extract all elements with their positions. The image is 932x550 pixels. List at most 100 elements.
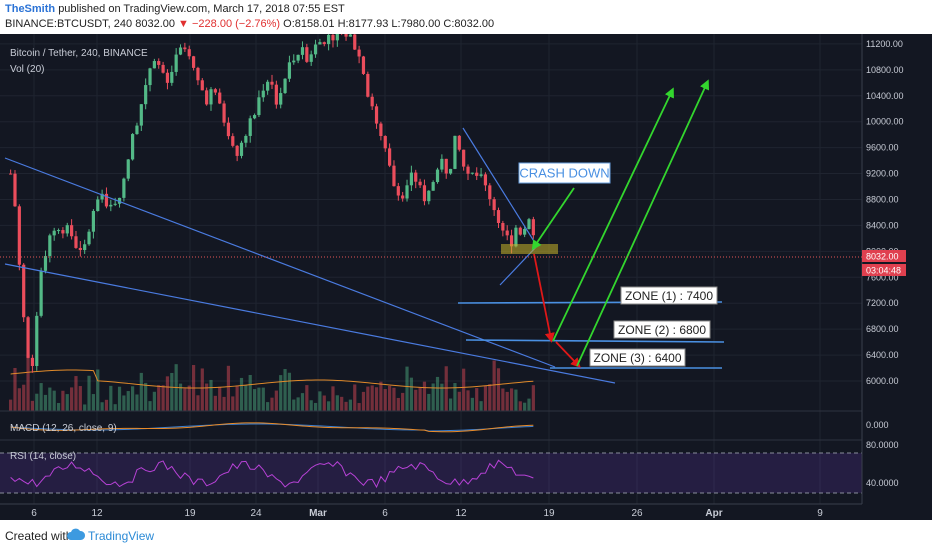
volume-bar <box>213 395 217 411</box>
candle-body <box>448 168 453 174</box>
publish-info: published on TradingView.com, March 17, … <box>58 3 345 15</box>
volume-bars <box>9 355 535 411</box>
candle-body <box>152 61 156 69</box>
volume-bar <box>87 375 91 411</box>
candle-body <box>209 89 213 105</box>
volume-bar <box>435 376 440 411</box>
x-tick-label: 6 <box>31 508 37 519</box>
tradingview-brand[interactable]: TradingView <box>88 529 155 543</box>
green-arrow-2[interactable] <box>576 79 710 367</box>
trendline-lower[interactable] <box>4 263 616 384</box>
volume-bar <box>109 385 113 411</box>
volume-bar <box>401 392 405 411</box>
zone-2-label[interactable]: ZONE (2) : 6800 <box>613 320 711 339</box>
green-arrow-1[interactable] <box>552 87 674 342</box>
volume-bar <box>300 393 305 411</box>
ohlc-values: O:8158.01 H:8177.93 L:7980.00 C:8032.00 <box>283 18 495 30</box>
volume-bar <box>353 384 357 411</box>
volume-bar <box>483 385 488 411</box>
volume-bar <box>222 396 226 411</box>
candle-body <box>91 210 95 232</box>
candle-body <box>35 315 39 367</box>
volume-bar <box>383 389 387 411</box>
crash-down-label[interactable]: CRASH DOWN <box>518 162 611 184</box>
chart-header: TheSmith published on TradingView.com, M… <box>0 0 932 34</box>
volume-bar <box>170 372 174 411</box>
macd-pane[interactable]: MACD (12, 26, close, 9) <box>0 410 862 434</box>
volume-bar <box>444 366 448 411</box>
volume-bar <box>414 389 418 411</box>
rsi-pane[interactable]: RSI (14, close) <box>0 439 862 494</box>
volume-bar <box>152 391 156 411</box>
zone-3-label[interactable]: ZONE (3) : 6400 <box>589 348 686 367</box>
price-axis[interactable]: 11200.00 10800.00 10400.00 10000.00 9600.00 9… <box>0 34 906 504</box>
trendline-upper[interactable] <box>4 157 556 368</box>
triangle-pattern[interactable] <box>462 127 538 286</box>
candle-body <box>96 199 100 211</box>
candle-body <box>235 145 239 156</box>
candle-body <box>13 173 17 207</box>
candles <box>9 23 535 373</box>
candle-body <box>26 317 30 358</box>
y-tick-label: 7600.00 <box>866 272 899 282</box>
volume-bar <box>462 368 466 411</box>
candle-body <box>518 227 522 235</box>
y-tick-label: 6800.00 <box>866 324 899 334</box>
candle-body <box>218 92 222 104</box>
volume-bar <box>266 402 270 411</box>
candle-body <box>496 210 501 223</box>
candle-body <box>43 256 48 271</box>
author-name[interactable]: TheSmith <box>5 3 56 15</box>
price-box[interactable] <box>501 244 558 254</box>
green-arrow-small[interactable] <box>531 187 575 251</box>
chart-svg[interactable]: CRASH DOWN ZONE (1) : 7400 ZONE (2) : 68… <box>0 23 932 520</box>
volume-bar <box>405 366 409 411</box>
volume-bar <box>17 388 21 411</box>
x-tick-label: 26 <box>631 508 643 519</box>
last-price-tag <box>862 250 906 262</box>
candle-body <box>409 172 413 186</box>
volume-bar <box>322 395 326 411</box>
volume-bar <box>196 395 200 411</box>
candle-body <box>279 93 283 105</box>
zone-2-line[interactable] <box>465 339 725 343</box>
drawings[interactable]: CRASH DOWN ZONE (1) : 7400 ZONE (2) : 68… <box>4 79 725 384</box>
candle-body <box>453 135 457 169</box>
y-tick-label: 11200.00 <box>866 39 903 49</box>
volume-bar <box>113 404 117 411</box>
volume-bar <box>396 397 400 411</box>
candle-body <box>396 186 400 196</box>
x-tick-label: 12 <box>91 508 103 519</box>
volume-bar <box>96 369 100 411</box>
y-tick-label: 7200.00 <box>866 298 899 308</box>
red-arrow-2[interactable] <box>555 341 581 368</box>
candle-body <box>479 174 483 176</box>
volume-bar <box>422 381 427 411</box>
red-arrow-1[interactable] <box>533 253 555 343</box>
candle-body <box>292 60 296 63</box>
chart-area[interactable]: CRASH DOWN ZONE (1) : 7400 ZONE (2) : 68… <box>0 23 932 520</box>
candle-body <box>87 231 91 245</box>
candle-body <box>239 142 244 156</box>
rsi-axis-tick-80: 80.0000 <box>866 440 899 450</box>
volume-bar <box>340 396 344 411</box>
volume-bar <box>457 391 461 411</box>
volume-bar <box>470 397 474 411</box>
rsi-axis-tick-40: 40.0000 <box>866 478 899 488</box>
x-tick-label: 6 <box>382 508 388 519</box>
volume-bar <box>357 403 361 411</box>
zone-1-label[interactable]: ZONE (1) : 7400 <box>620 286 718 305</box>
candle-body <box>379 123 383 137</box>
candle-body <box>527 219 531 230</box>
candle-body <box>509 235 514 247</box>
candle-body <box>374 106 379 124</box>
volume-bar <box>56 403 61 411</box>
candle-body <box>266 81 270 91</box>
volume-bar <box>331 386 335 411</box>
volume-bar <box>209 379 213 411</box>
instrument-label: Bitcoin / Tether, 240, BINANCE <box>10 48 148 59</box>
volume-bar <box>48 387 52 411</box>
volume-bar <box>270 397 274 411</box>
time-axis[interactable]: 6 12 19 24 Mar 6 12 19 26 Apr 9 <box>0 503 862 519</box>
volume-bar <box>505 391 509 411</box>
